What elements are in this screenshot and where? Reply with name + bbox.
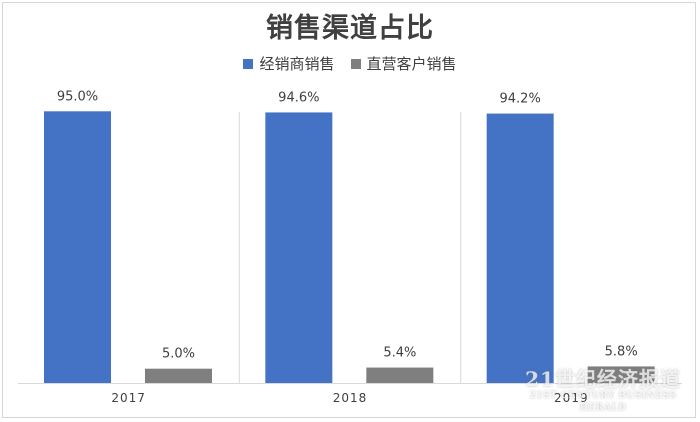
data-label: 95.0%	[57, 89, 98, 104]
data-label: 5.8%	[605, 344, 638, 359]
legend-item-dealer: 经销商销售	[243, 53, 335, 74]
x-tick-label: 2017	[111, 391, 146, 405]
bar-direct-2017	[145, 368, 212, 383]
watermark: 21世纪经济报道 21ST CENTURY BUSINESS HERALD	[508, 368, 698, 414]
legend-swatch-dealer	[243, 58, 254, 69]
bar-dealer-2019	[486, 113, 554, 383]
chart-legend: 经销商销售 直营客户销售	[0, 53, 700, 74]
legend-swatch-direct	[350, 58, 361, 69]
legend-item-direct: 直营客户销售	[350, 53, 457, 74]
bar-direct-2018	[366, 367, 434, 383]
data-label: 5.0%	[162, 347, 195, 362]
bar-dealer-2018	[265, 112, 333, 383]
data-label: 5.4%	[383, 346, 416, 361]
chart-frame	[2, 2, 696, 418]
x-tick-label: 2019	[554, 391, 589, 405]
watermark-main: 21世纪经济报道	[525, 367, 681, 391]
x-tick-label: 2018	[333, 391, 368, 405]
bar-direct-2019	[587, 366, 655, 383]
bar-dealer-2017	[44, 111, 111, 384]
legend-label-direct: 直营客户销售	[366, 55, 457, 73]
data-label: 94.6%	[278, 90, 319, 105]
watermark-sub: 21ST CENTURY BUSINESS HERALD	[529, 391, 677, 413]
legend-label-dealer: 经销商销售	[259, 55, 335, 73]
data-label: 94.2%	[500, 92, 541, 107]
chart-title: 销售渠道占比	[266, 13, 434, 44]
